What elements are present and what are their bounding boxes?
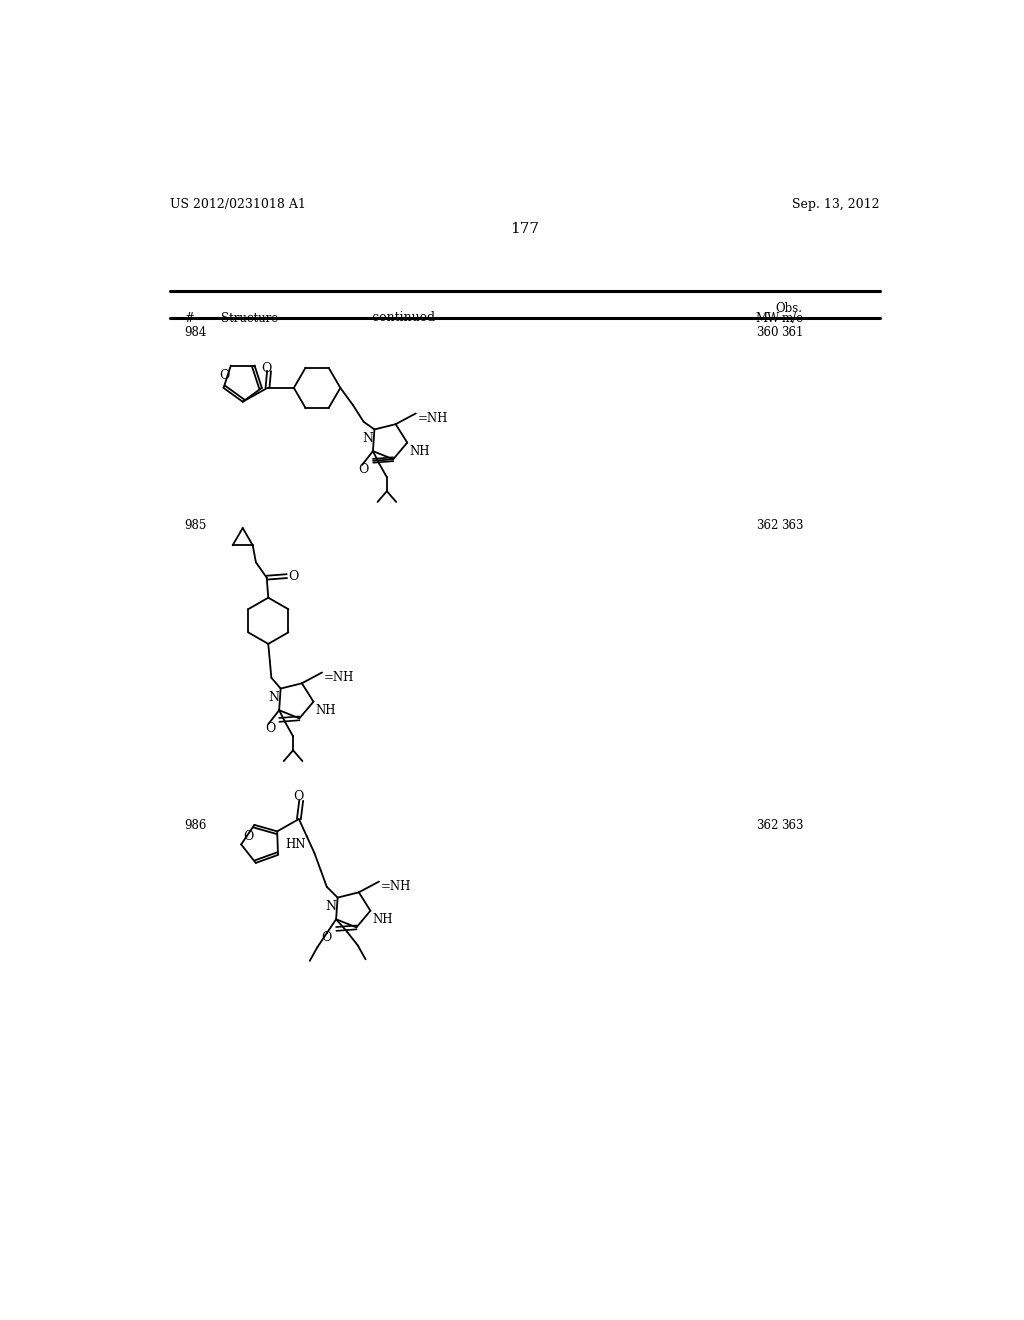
Text: N: N: [362, 432, 373, 445]
Text: =NH: =NH: [381, 880, 411, 894]
Text: 986: 986: [183, 818, 206, 832]
Text: 362: 362: [756, 519, 778, 532]
Text: N: N: [268, 690, 280, 704]
Text: NH: NH: [373, 913, 393, 927]
Text: 361: 361: [781, 326, 804, 339]
Text: O: O: [293, 789, 303, 803]
Text: =NH: =NH: [418, 412, 447, 425]
Text: HN: HN: [285, 838, 305, 851]
Text: O: O: [265, 722, 275, 735]
Text: US 2012/0231018 A1: US 2012/0231018 A1: [170, 198, 306, 211]
Text: MW: MW: [756, 313, 780, 326]
Text: O: O: [289, 570, 299, 583]
Text: 363: 363: [781, 818, 804, 832]
Text: 363: 363: [781, 519, 804, 532]
Text: 177: 177: [510, 222, 540, 235]
Text: -continued: -continued: [369, 312, 436, 323]
Text: 360: 360: [756, 326, 778, 339]
Text: 362: 362: [756, 818, 778, 832]
Text: =NH: =NH: [324, 671, 354, 684]
Text: O: O: [322, 931, 332, 944]
Text: Obs.: Obs.: [775, 302, 802, 315]
Text: 985: 985: [183, 519, 206, 532]
Text: NH: NH: [410, 445, 430, 458]
Text: NH: NH: [315, 704, 336, 717]
Text: O: O: [358, 463, 369, 477]
Text: Structure: Structure: [221, 313, 279, 326]
Text: m/e: m/e: [781, 313, 804, 326]
Text: O: O: [261, 362, 271, 375]
Text: 984: 984: [183, 326, 206, 339]
Text: O: O: [243, 829, 253, 842]
Text: N: N: [326, 900, 336, 913]
Text: O: O: [219, 370, 229, 383]
Text: #: #: [183, 313, 194, 326]
Text: Sep. 13, 2012: Sep. 13, 2012: [793, 198, 880, 211]
